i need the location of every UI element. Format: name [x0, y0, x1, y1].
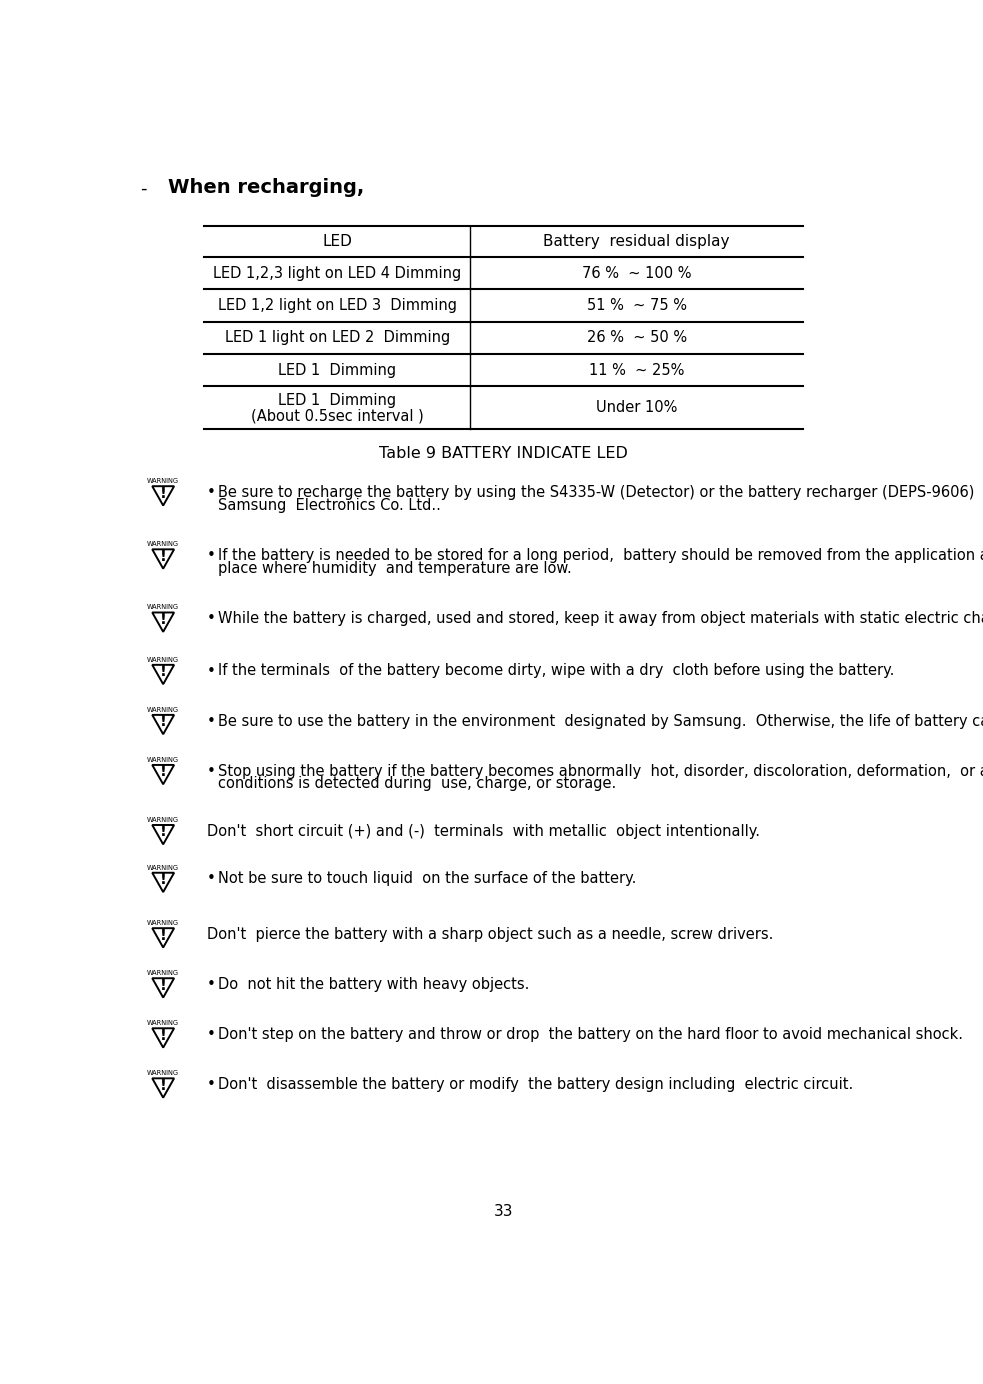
- Text: Be sure to recharge the battery by using the S4335-W (Detector) or the battery r: Be sure to recharge the battery by using…: [218, 484, 983, 500]
- Text: Battery  residual display: Battery residual display: [544, 234, 730, 249]
- Text: Don't  pierce the battery with a sharp object such as a needle, screw drivers.: Don't pierce the battery with a sharp ob…: [206, 927, 773, 943]
- Text: !: !: [159, 1078, 166, 1093]
- Text: WARNING: WARNING: [147, 707, 179, 713]
- Text: !: !: [159, 1028, 166, 1042]
- Text: !: !: [159, 714, 166, 729]
- Text: place where humidity  and temperature are low.: place where humidity and temperature are…: [218, 561, 572, 576]
- Text: WARNING: WARNING: [147, 757, 179, 763]
- Text: !: !: [159, 927, 166, 943]
- Text: 11 %  ~ 25%: 11 % ~ 25%: [589, 363, 684, 378]
- Text: LED 1 light on LED 2  Dimming: LED 1 light on LED 2 Dimming: [224, 331, 450, 345]
- Text: !: !: [159, 612, 166, 627]
- Text: Don't  short circuit (+) and (-)  terminals  with metallic  object intentionally: Don't short circuit (+) and (-) terminal…: [206, 823, 760, 839]
- Text: !: !: [159, 548, 166, 563]
- Text: Don't step on the battery and throw or drop  the battery on the hard floor to av: Don't step on the battery and throw or d…: [218, 1027, 963, 1042]
- Text: If the terminals  of the battery become dirty, wipe with a dry  cloth before usi: If the terminals of the battery become d…: [218, 663, 895, 678]
- Text: WARNING: WARNING: [147, 865, 179, 871]
- Text: WARNING: WARNING: [147, 970, 179, 976]
- Text: LED: LED: [322, 234, 352, 249]
- Text: Samsung  Electronics Co. Ltd..: Samsung Electronics Co. Ltd..: [218, 498, 441, 512]
- Text: Table 9 BATTERY INDICATE LED: Table 9 BATTERY INDICATE LED: [379, 447, 628, 461]
- Text: -: -: [140, 180, 146, 198]
- Text: LED 1  Dimming: LED 1 Dimming: [278, 363, 396, 378]
- Text: When recharging,: When recharging,: [168, 179, 364, 198]
- Text: •: •: [206, 663, 215, 678]
- Text: •: •: [206, 1027, 215, 1042]
- Text: •: •: [206, 548, 215, 563]
- Text: LED 1,2 light on LED 3  Dimming: LED 1,2 light on LED 3 Dimming: [217, 298, 457, 313]
- Text: •: •: [206, 872, 215, 886]
- Text: WARNING: WARNING: [147, 541, 179, 547]
- Text: •: •: [206, 764, 215, 779]
- Text: Do  not hit the battery with heavy objects.: Do not hit the battery with heavy object…: [218, 977, 530, 992]
- Text: WARNING: WARNING: [147, 1020, 179, 1026]
- Text: While the battery is charged, used and stored, keep it away from object material: While the battery is charged, used and s…: [218, 612, 983, 626]
- Text: Stop using the battery if the battery becomes abnormally  hot, disorder, discolo: Stop using the battery if the battery be…: [218, 764, 983, 779]
- Text: Under 10%: Under 10%: [596, 400, 677, 415]
- Text: •: •: [206, 714, 215, 728]
- Text: WARNING: WARNING: [147, 477, 179, 484]
- Text: !: !: [159, 664, 166, 680]
- Text: Don't  disassemble the battery or modify  the battery design including  electric: Don't disassemble the battery or modify …: [218, 1077, 853, 1092]
- Text: !: !: [159, 825, 166, 839]
- Text: LED 1,2,3 light on LED 4 Dimming: LED 1,2,3 light on LED 4 Dimming: [213, 266, 461, 281]
- Text: 33: 33: [493, 1204, 513, 1219]
- Text: !: !: [159, 486, 166, 501]
- Text: 26 %  ~ 50 %: 26 % ~ 50 %: [587, 331, 687, 345]
- Text: LED 1  Dimming: LED 1 Dimming: [278, 393, 396, 408]
- Text: 76 %  ~ 100 %: 76 % ~ 100 %: [582, 266, 691, 281]
- Text: (About 0.5sec interval ): (About 0.5sec interval ): [251, 408, 424, 424]
- Text: conditions is detected during  use, charge, or storage.: conditions is detected during use, charg…: [218, 776, 616, 792]
- Text: If the battery is needed to be stored for a long period,  battery should be remo: If the battery is needed to be stored fo…: [218, 548, 983, 563]
- Text: WARNING: WARNING: [147, 817, 179, 823]
- Text: •: •: [206, 612, 215, 626]
- Text: •: •: [206, 1077, 215, 1092]
- Text: 51 %  ~ 75 %: 51 % ~ 75 %: [587, 298, 687, 313]
- Text: WARNING: WARNING: [147, 920, 179, 926]
- Text: Not be sure to touch liquid  on the surface of the battery.: Not be sure to touch liquid on the surfa…: [218, 872, 637, 886]
- Text: WARNING: WARNING: [147, 1070, 179, 1077]
- Text: WARNING: WARNING: [147, 657, 179, 663]
- Text: !: !: [159, 872, 166, 887]
- Text: WARNING: WARNING: [147, 605, 179, 610]
- Text: Be sure to use the battery in the environment  designated by Samsung.  Otherwise: Be sure to use the battery in the enviro…: [218, 714, 983, 728]
- Text: •: •: [206, 977, 215, 992]
- Text: !: !: [159, 764, 166, 779]
- Text: !: !: [159, 977, 166, 992]
- Text: •: •: [206, 484, 215, 500]
